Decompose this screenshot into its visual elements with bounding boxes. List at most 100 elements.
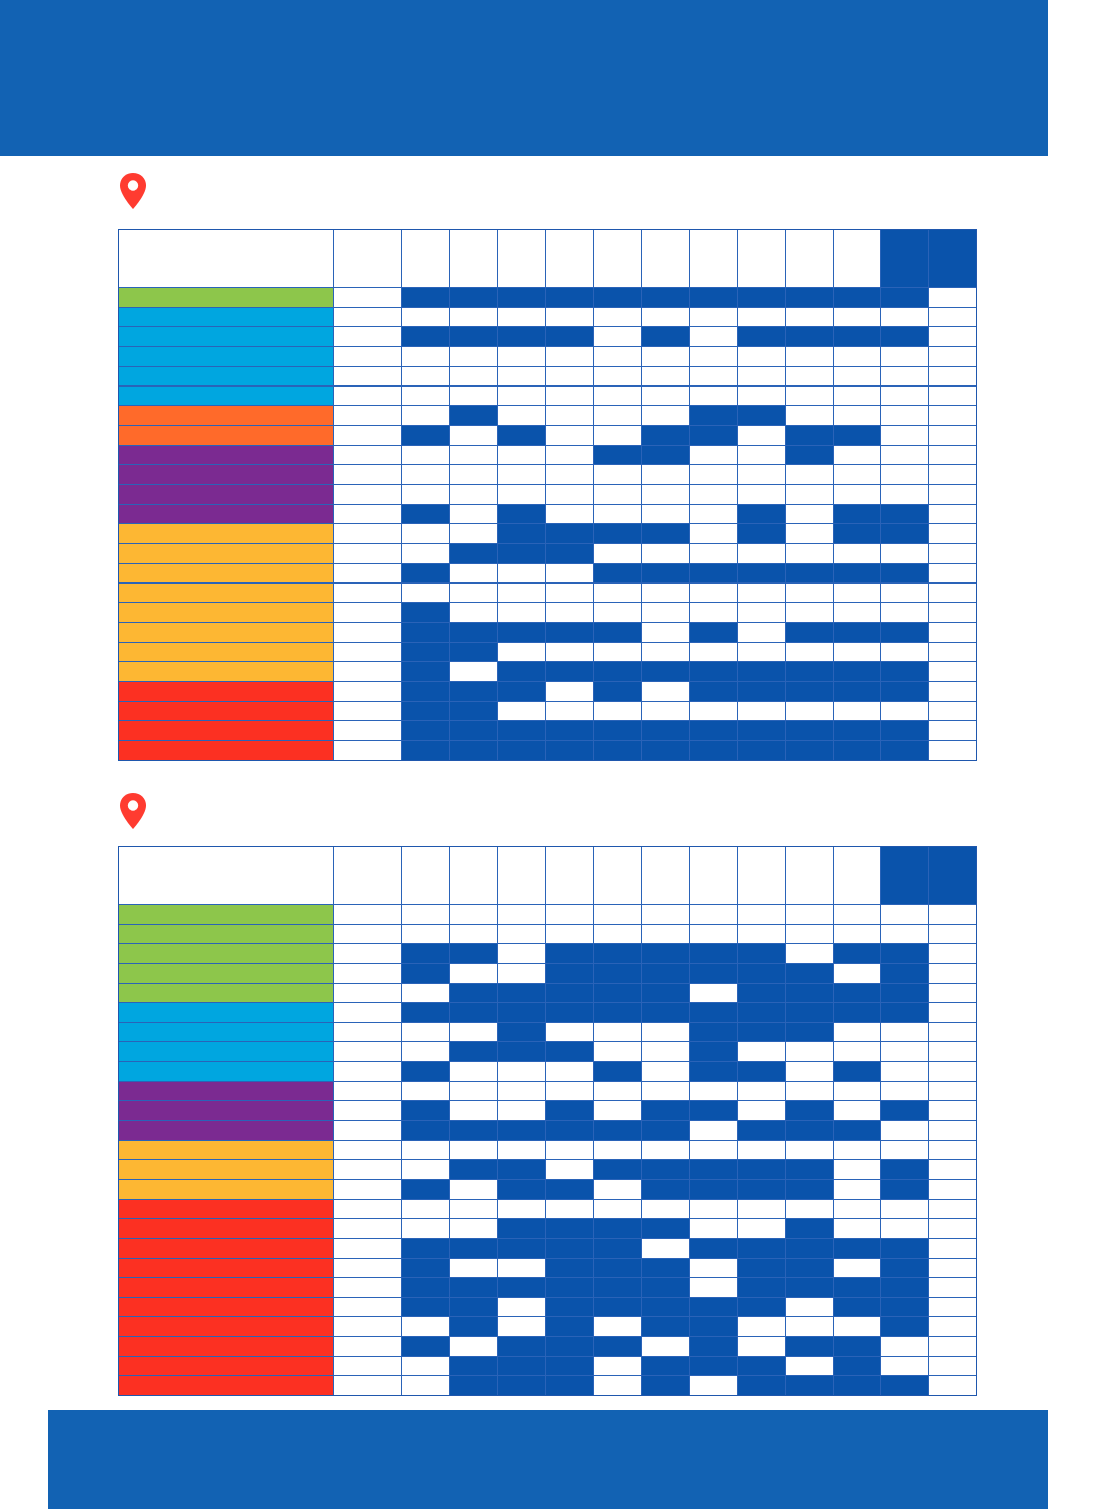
empty-cell [401,1198,450,1220]
filled-cell [545,1120,594,1141]
blank-cell [333,1021,402,1043]
category-label-cell [118,385,334,407]
filled-cell [545,1237,594,1259]
filled-cell [545,326,594,348]
empty-cell [449,661,498,682]
category-label-cell [118,1237,334,1259]
empty-cell [497,641,546,663]
filled-cell [545,523,594,545]
filled-cell [833,1061,881,1082]
empty-cell [497,464,546,485]
filled-cell [785,1178,834,1200]
filled-cell [785,1002,834,1023]
blank-cell [333,943,402,964]
filled-cell [545,621,594,643]
empty-cell [401,1355,450,1377]
empty-cell [497,582,546,604]
empty-cell [833,1100,881,1122]
filled-cell [497,1002,546,1023]
empty-cell [833,641,881,663]
blank-cell [333,562,402,584]
empty-cell [737,1041,786,1063]
empty-cell [880,1041,929,1063]
filled-cell [401,326,450,348]
empty-cell [689,385,738,407]
empty-cell [833,365,881,387]
category-label-cell [118,287,334,308]
empty-cell [641,700,690,722]
filled-cell [449,943,498,964]
empty-cell [641,1021,690,1043]
filled-cell [641,1375,690,1396]
total-cell [928,740,977,761]
empty-cell [593,365,642,387]
filled-cell [497,1218,546,1239]
empty-cell [401,523,450,545]
total-cell [928,1159,977,1180]
empty-cell [880,385,929,407]
empty-cell [785,1355,834,1377]
filled-cell [785,326,834,348]
filled-cell [641,1100,690,1122]
filled-cell [880,562,929,584]
filled-cell [880,523,929,545]
filled-cell [785,1159,834,1180]
total-cell [928,602,977,623]
filled-cell [833,1355,881,1377]
empty-cell [689,1120,738,1141]
empty-cell [785,943,834,964]
header-cell [928,229,977,288]
filled-cell [449,1120,498,1141]
filled-cell [401,1120,450,1141]
filled-cell [689,1355,738,1377]
filled-cell [880,1316,929,1338]
category-label-cell [118,1257,334,1279]
header-cell [928,846,977,905]
empty-cell [833,1198,881,1220]
filled-cell [689,740,738,761]
blank-cell [333,543,402,564]
filled-cell [545,1355,594,1377]
empty-cell [785,385,834,407]
category-label-cell [118,1061,334,1082]
empty-cell [785,904,834,925]
filled-cell [737,1237,786,1259]
filled-cell [401,287,450,308]
category-label-cell [118,562,334,584]
category-label-cell [118,1336,334,1357]
empty-cell [545,424,594,446]
header-cell [497,229,546,288]
filled-cell [689,405,738,426]
empty-cell [833,962,881,984]
empty-cell [497,1080,546,1102]
filled-cell [593,1257,642,1279]
empty-cell [785,484,834,505]
empty-cell [593,326,642,348]
filled-cell [593,681,642,702]
empty-cell [641,641,690,663]
filled-cell [833,1296,881,1318]
blank-cell [333,1139,402,1161]
filled-cell [545,1218,594,1239]
empty-cell [880,641,929,663]
category-label-cell [118,904,334,925]
filled-cell [737,740,786,761]
empty-cell [880,1061,929,1082]
total-cell [928,424,977,446]
filled-cell [401,1100,450,1122]
empty-cell [641,1061,690,1082]
empty-cell [449,424,498,446]
empty-cell [737,1139,786,1161]
filled-cell [545,962,594,984]
filled-cell [545,1375,594,1396]
total-cell [928,700,977,722]
empty-cell [401,1041,450,1063]
category-label-cell [118,1375,334,1396]
filled-cell [401,1178,450,1200]
filled-cell [449,1002,498,1023]
empty-cell [401,543,450,564]
filled-cell [593,1277,642,1298]
filled-cell [497,1159,546,1180]
filled-cell [833,681,881,702]
category-label-cell [118,1120,334,1141]
